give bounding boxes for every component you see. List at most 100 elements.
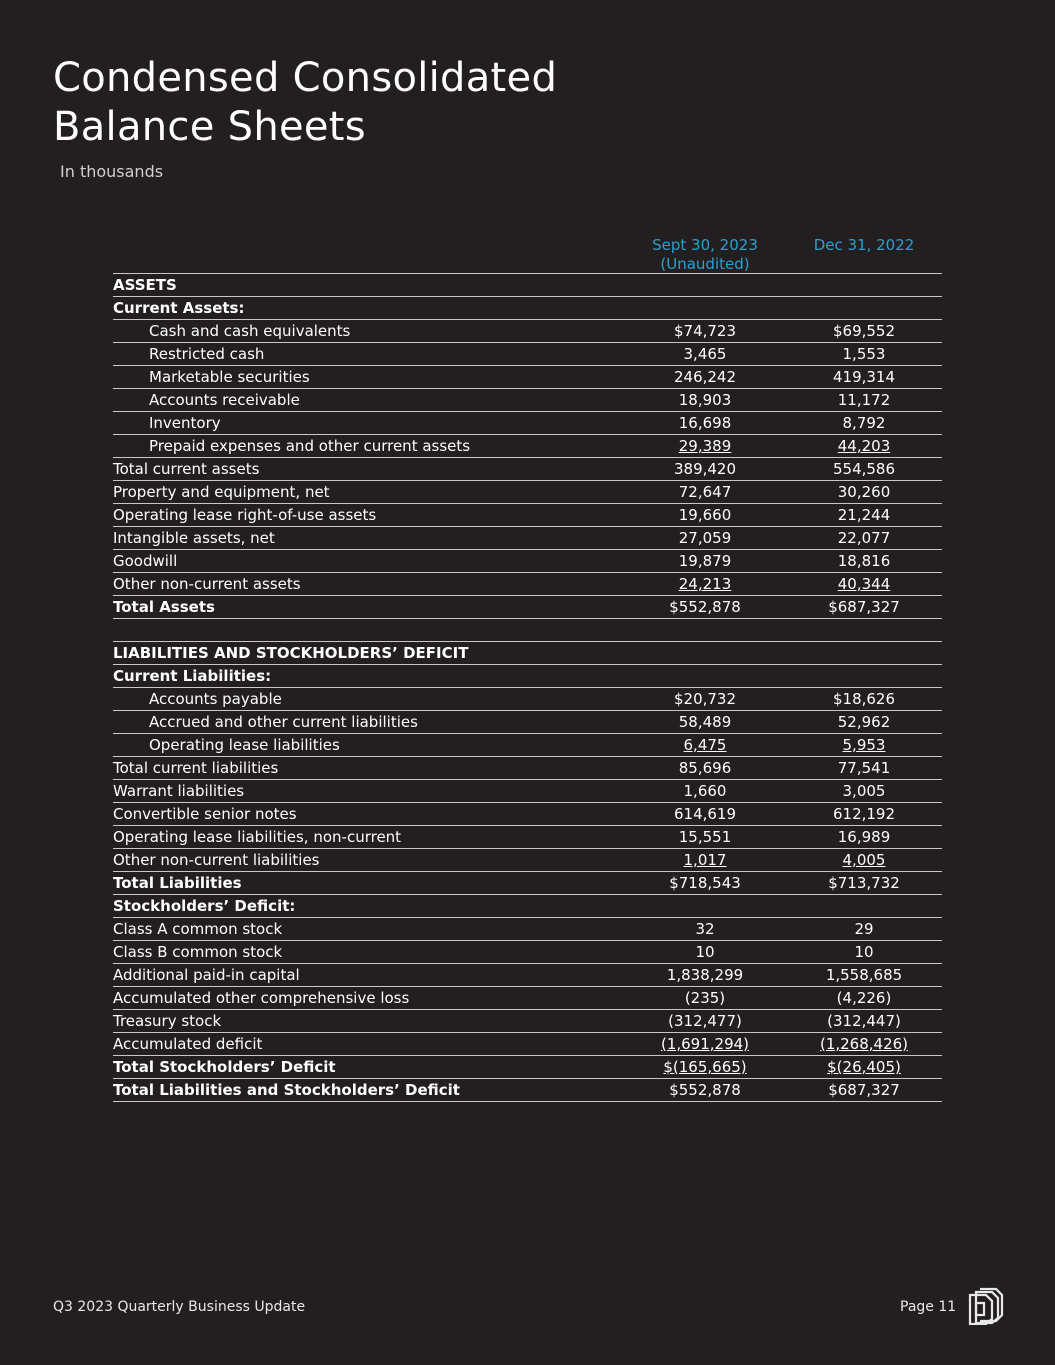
table-row: Total current assets 389,420 554,586 [113, 458, 942, 481]
value-sept-2023: 389,420 [625, 460, 785, 478]
cell-text: 389,420 [673, 460, 737, 478]
row-label: Stockholders’ Deficit: [113, 897, 296, 915]
column-header-date: Sept 30, 2023 [652, 236, 758, 254]
table-row: Accumulated other comprehensive loss (235… [113, 987, 942, 1010]
cell-text: 40,344 [837, 575, 891, 593]
value-dec-2022: (312,447) [784, 1012, 944, 1030]
cell-text: 8,792 [842, 414, 886, 432]
row-label: Class A common stock [113, 920, 283, 938]
row-label: Total Liabilities and Stockholders’ Defi… [113, 1081, 460, 1099]
value-dec-2022: 16,989 [784, 828, 944, 846]
table-row: Current Assets: [113, 297, 942, 320]
value-dec-2022: 30,260 [784, 483, 944, 501]
value-dec-2022: 11,172 [784, 391, 944, 409]
cell-text: $718,543 [669, 874, 741, 892]
value-dec-2022: (1,268,426) [784, 1035, 944, 1053]
table-row: Marketable securities 246,242 419,314 [113, 366, 942, 389]
cell-text: 19,660 [678, 506, 732, 524]
row-label: Total current assets [113, 460, 260, 478]
value-sept-2023: 18,903 [625, 391, 785, 409]
row-label: ASSETS [113, 276, 177, 294]
value-sept-2023: 19,879 [625, 552, 785, 570]
value-dec-2022: 10 [784, 943, 944, 961]
title-line-1: Condensed Consolidated [53, 55, 558, 101]
cell-text: 3,465 [683, 345, 727, 363]
cell-text: 6,475 [683, 736, 727, 754]
table-row: Total Stockholders’ Deficit $(165,665) $(2… [113, 1056, 942, 1079]
cell-text: 246,242 [673, 368, 737, 386]
cell-text: $552,878 [669, 598, 741, 616]
value-sept-2023: $718,543 [625, 874, 785, 892]
cell-text: 18,816 [837, 552, 891, 570]
table-row: Property and equipment, net 72,647 30,260 [113, 481, 942, 504]
value-dec-2022: 554,586 [784, 460, 944, 478]
table-row: Accumulated deficit (1,691,294) (1,268,426… [113, 1033, 942, 1056]
cell-text: 1,660 [683, 782, 727, 800]
row-label: Total Liabilities [113, 874, 242, 892]
table-row: Class A common stock 32 29 [113, 918, 942, 941]
table-row: Warrant liabilities 1,660 3,005 [113, 780, 942, 803]
cell-text: 15,551 [678, 828, 732, 846]
value-sept-2023: 29,389 [625, 437, 785, 455]
cell-text: 16,989 [837, 828, 891, 846]
cell-text: $687,327 [828, 1081, 900, 1099]
row-label: Prepaid expenses and other current asset… [149, 437, 471, 455]
table-row: Total Assets $552,878 $687,327 [113, 596, 942, 619]
row-label: Warrant liabilities [113, 782, 245, 800]
cell-text: $74,723 [673, 322, 737, 340]
row-label: Accounts payable [149, 690, 282, 708]
row-label: Other non-current assets [113, 575, 301, 593]
value-dec-2022: 5,953 [784, 736, 944, 754]
table-row: Stockholders’ Deficit: [113, 895, 942, 918]
value-dec-2022: $713,732 [784, 874, 944, 892]
table-row: Accounts receivable 18,903 11,172 [113, 389, 942, 412]
cell-text: 32 [695, 920, 715, 938]
value-dec-2022: 29 [784, 920, 944, 938]
value-sept-2023: $552,878 [625, 1081, 785, 1099]
table-row: Total current liabilities 85,696 77,541 [113, 757, 942, 780]
table-row: Operating lease liabilities 6,475 5,953 [113, 734, 942, 757]
column-header-note: (Unaudited) [660, 255, 750, 273]
cell-text: 5,953 [842, 736, 886, 754]
table-row: Other non-current liabilities 1,017 4,005 [113, 849, 942, 872]
value-dec-2022: $687,327 [784, 598, 944, 616]
cell-text: (312,447) [827, 1012, 901, 1030]
row-label: Restricted cash [149, 345, 265, 363]
cell-text: $552,878 [669, 1081, 741, 1099]
cell-text: 29,389 [678, 437, 732, 455]
table-row: LIABILITIES AND STOCKHOLDERS’ DEFICIT [113, 642, 942, 665]
value-sept-2023: 72,647 [625, 483, 785, 501]
table-row: Accounts payable $20,732 $18,626 [113, 688, 942, 711]
cell-text: 77,541 [837, 759, 891, 777]
value-sept-2023: 24,213 [625, 575, 785, 593]
cell-text: 614,619 [673, 805, 737, 823]
value-dec-2022: (4,226) [784, 989, 944, 1007]
cell-text: (4,226) [836, 989, 892, 1007]
value-sept-2023: 3,465 [625, 345, 785, 363]
row-label: Operating lease liabilities, non-current [113, 828, 402, 846]
value-sept-2023: 58,489 [625, 713, 785, 731]
cell-text: (1,691,294) [660, 1035, 750, 1053]
row-label: Total current liabilities [113, 759, 279, 777]
value-dec-2022: $687,327 [784, 1081, 944, 1099]
value-sept-2023: 16,698 [625, 414, 785, 432]
value-sept-2023: $74,723 [625, 322, 785, 340]
value-sept-2023: $552,878 [625, 598, 785, 616]
value-dec-2022: $18,626 [784, 690, 944, 708]
table-row: Accrued and other current liabilities 58,… [113, 711, 942, 734]
table-row: Current Liabilities: [113, 665, 942, 688]
value-dec-2022: 1,553 [784, 345, 944, 363]
value-sept-2023: 85,696 [625, 759, 785, 777]
row-label: Property and equipment, net [113, 483, 330, 501]
cell-text: 10 [854, 943, 874, 961]
value-sept-2023: 1,838,299 [625, 966, 785, 984]
row-label: Class B common stock [113, 943, 283, 961]
table-row: Operating lease liabilities, non-current… [113, 826, 942, 849]
table-row: Convertible senior notes 614,619 612,192 [113, 803, 942, 826]
value-dec-2022: $(26,405) [784, 1058, 944, 1076]
cell-text: 612,192 [832, 805, 896, 823]
value-dec-2022: 3,005 [784, 782, 944, 800]
cell-text: $18,626 [832, 690, 896, 708]
row-label: Convertible senior notes [113, 805, 297, 823]
cell-text: 29 [854, 920, 874, 938]
